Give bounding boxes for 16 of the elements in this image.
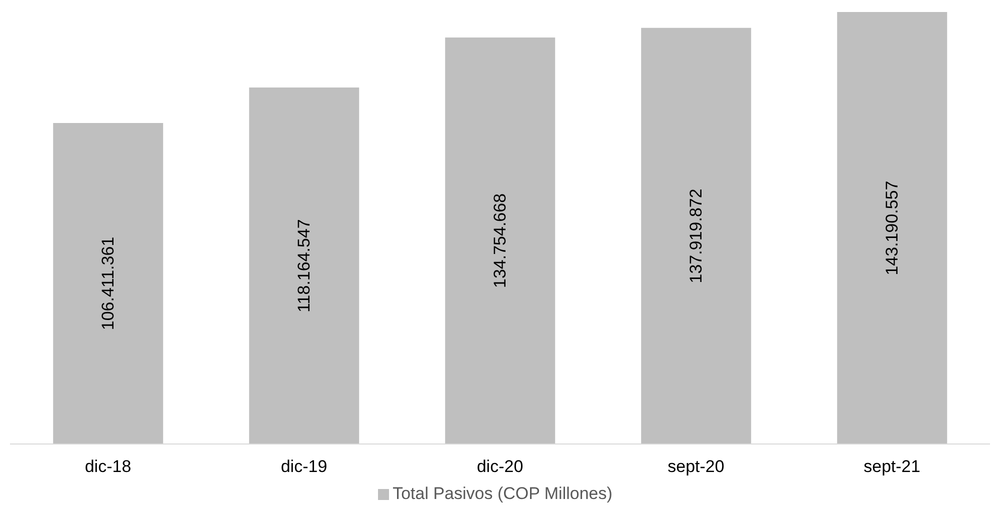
data-label: 118.164.547 bbox=[294, 219, 314, 312]
x-tick-label: sept-20 bbox=[668, 457, 724, 476]
bar bbox=[641, 28, 752, 444]
data-label: 143.190.557 bbox=[882, 180, 902, 276]
legend-label: Total Pasivos (COP Millones) bbox=[392, 484, 612, 503]
x-tick-label: dic-18 bbox=[84, 457, 132, 476]
bar bbox=[445, 37, 556, 444]
data-label: 137.919.872 bbox=[686, 188, 706, 284]
bar bbox=[249, 88, 360, 444]
bar bbox=[837, 12, 948, 444]
x-tick-label: dic-19 bbox=[280, 457, 328, 476]
data-label: 134.754.668 bbox=[490, 193, 510, 288]
data-label: 106.411.361 bbox=[98, 236, 118, 330]
x-tick-label: dic-20 bbox=[476, 457, 524, 476]
bar bbox=[53, 122, 164, 444]
x-tick-label: sept-21 bbox=[864, 457, 920, 476]
